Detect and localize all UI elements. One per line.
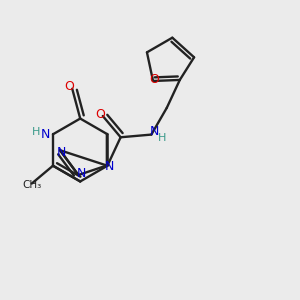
Text: O: O	[65, 80, 75, 93]
Text: N: N	[76, 167, 86, 180]
Text: N: N	[56, 146, 66, 159]
Text: N: N	[104, 160, 114, 173]
Text: H: H	[32, 127, 40, 137]
Text: O: O	[95, 108, 105, 121]
Text: N: N	[149, 125, 159, 139]
Text: H: H	[158, 133, 166, 143]
Text: CH₃: CH₃	[22, 179, 41, 190]
Text: O: O	[149, 73, 159, 86]
Text: N: N	[41, 128, 50, 141]
